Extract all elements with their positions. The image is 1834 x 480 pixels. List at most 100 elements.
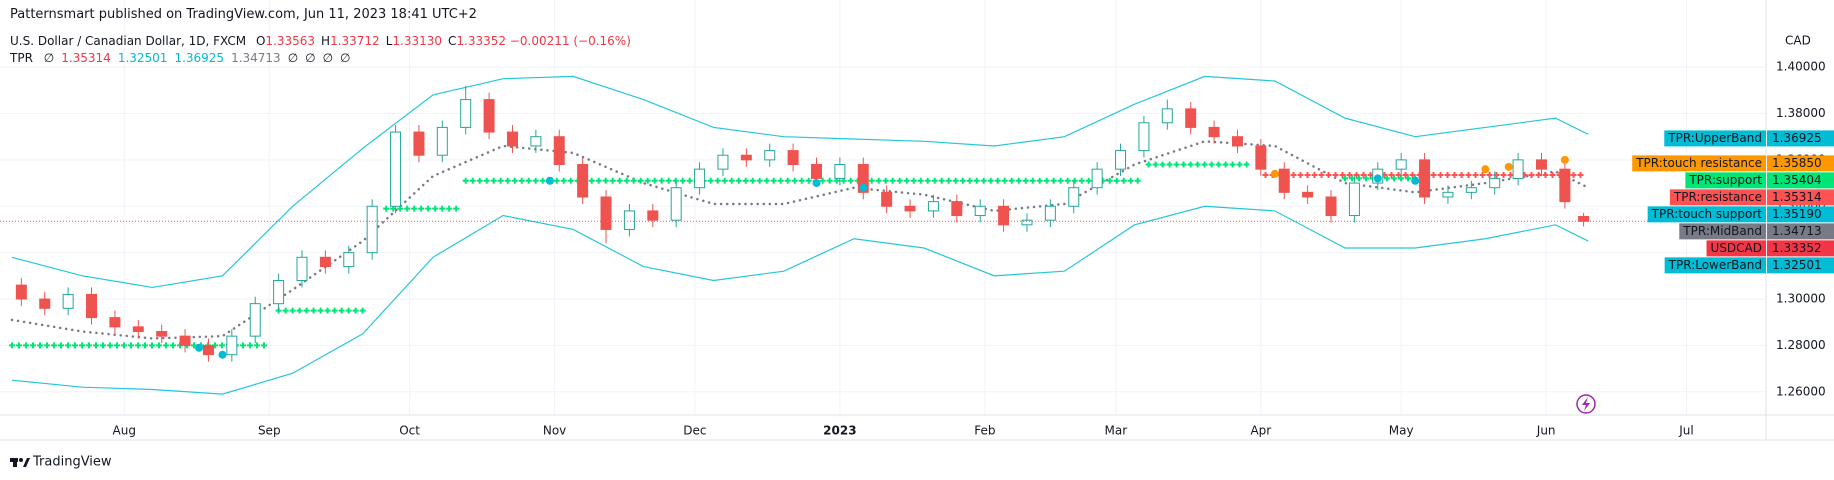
indicator-value: ∅: [287, 51, 299, 65]
touch-support-marker: [218, 350, 227, 359]
touch-resistance-marker: [1560, 155, 1569, 164]
candle-body: [974, 205, 986, 217]
indicator-value: 1.32501: [117, 51, 168, 65]
candle-body: [460, 99, 472, 128]
price-label: 1.34713 TPR:MidBand: [1679, 223, 1834, 240]
candle-body: [1185, 108, 1197, 128]
touch-support-marker: [812, 179, 821, 188]
price-label-value: 1.35314: [1772, 190, 1822, 204]
candle-body: [202, 344, 214, 356]
candle-body: [179, 335, 191, 346]
candle-body: [39, 298, 51, 309]
candle-body: [600, 196, 612, 230]
price-label-value-box: [1767, 240, 1834, 257]
candle-body: [1325, 196, 1337, 217]
ohlc-item: H1.33712: [321, 34, 380, 48]
price-label-name-box: [1679, 223, 1766, 240]
price-label-name-box: [1664, 130, 1766, 147]
price-label-value-box: [1767, 223, 1834, 240]
candle-body: [1208, 126, 1220, 138]
price-label: 1.36925 TPR:UpperBand: [1664, 130, 1834, 147]
candle-body: [787, 150, 799, 166]
price-label-name: TPR:touch support: [1651, 207, 1763, 221]
candle-body: [811, 164, 823, 179]
candle-body: [1138, 122, 1150, 152]
candle-body: [1068, 187, 1080, 207]
brand-logo: [10, 458, 30, 467]
candle-body: [1044, 205, 1056, 221]
candle-body: [951, 201, 963, 217]
candle-body: [109, 317, 121, 328]
y-tick-label: 1.30000: [1776, 292, 1826, 306]
candle-body: [249, 303, 261, 337]
touch-support-marker: [1373, 174, 1382, 183]
ohlc-item: C1.33352: [448, 34, 506, 48]
x-tick-label: Oct: [399, 424, 420, 438]
price-label-name: TPR:resistance: [1673, 190, 1762, 204]
ohlc-item: L1.33130: [386, 34, 442, 48]
candle-body: [717, 154, 729, 170]
candle-body: [226, 335, 238, 356]
candle-body: [343, 252, 355, 268]
x-tick-label: May: [1389, 424, 1414, 438]
candle-body: [1348, 182, 1360, 217]
candle-body: [1559, 168, 1571, 203]
ohlc-key: O: [255, 34, 266, 48]
candle-body: [1419, 159, 1431, 198]
candle-body: [1489, 177, 1501, 189]
price-label-value: 1.32501: [1772, 258, 1822, 272]
x-tick-label: Aug: [113, 424, 136, 438]
alert-bolt: [1582, 397, 1590, 411]
x-tick-label: Feb: [974, 424, 995, 438]
candle-body: [740, 154, 752, 161]
indicator-value: ∅: [340, 51, 351, 65]
candle-body: [1255, 145, 1267, 170]
resistance-level: [1262, 171, 1584, 178]
ohlc-value: 1.33563: [265, 34, 316, 48]
price-label-value-box: [1767, 155, 1834, 172]
price-label-name-box: [1664, 257, 1766, 274]
x-tick-label: 2023: [823, 424, 856, 438]
candle-body: [670, 187, 682, 221]
price-label: 1.32501 TPR:LowerBand: [1664, 257, 1834, 274]
candle-body: [904, 205, 916, 212]
ohlc-key: L: [385, 34, 393, 48]
alert-icon[interactable]: [1576, 394, 1596, 414]
candle-body: [436, 126, 448, 156]
band-line: [11, 205, 1589, 395]
price-label: 1.35314 TPR:resistance: [1669, 189, 1834, 206]
candle-body: [156, 331, 168, 337]
candle-body: [86, 293, 98, 319]
price-label-value-box: [1767, 189, 1834, 206]
ohlc-item: O1.33563: [256, 34, 315, 48]
indicator-line: TPR ∅ 1.35314 1.32501 1.36925 1.34713 ∅ ∅ ∅ ∅: [10, 51, 358, 65]
price-label-value-box: [1767, 130, 1834, 147]
price-label-name: TPR:UpperBand: [1667, 131, 1762, 145]
price-label-value: 1.33352: [1772, 241, 1822, 255]
candle-body: [413, 131, 425, 156]
candle-body: [1231, 136, 1243, 147]
candle-body: [881, 191, 893, 207]
candle-body: [927, 201, 939, 212]
y-tick-label: 1.28000: [1776, 338, 1826, 352]
indicator-value: 1.34713: [231, 51, 281, 65]
candle-body: [834, 164, 846, 179]
price-label-name: TPR:touch resistance: [1635, 156, 1762, 170]
ohlc-key: C: [448, 34, 457, 48]
price-label-value-box: [1767, 206, 1834, 223]
price-label-value-box: [1767, 172, 1834, 189]
candle-body: [15, 284, 27, 300]
candle-body: [577, 164, 589, 198]
x-tick-label: Apr: [1250, 424, 1271, 438]
candle-body: [1021, 219, 1033, 226]
indicator-value: 1.36925: [174, 51, 225, 65]
symbol: U.S. Dollar / Canadian Dollar, 1D, FXCM: [10, 34, 247, 48]
candle-body: [694, 168, 706, 189]
price-label-name: TPR:LowerBand: [1668, 258, 1762, 272]
price-label: 1.35190 TPR:touch support: [1647, 206, 1834, 223]
price-label: 1.35850 TPR:touch resistance: [1632, 155, 1834, 172]
y-tick-label: 1.40000: [1776, 60, 1826, 74]
candle-body: [623, 210, 635, 230]
